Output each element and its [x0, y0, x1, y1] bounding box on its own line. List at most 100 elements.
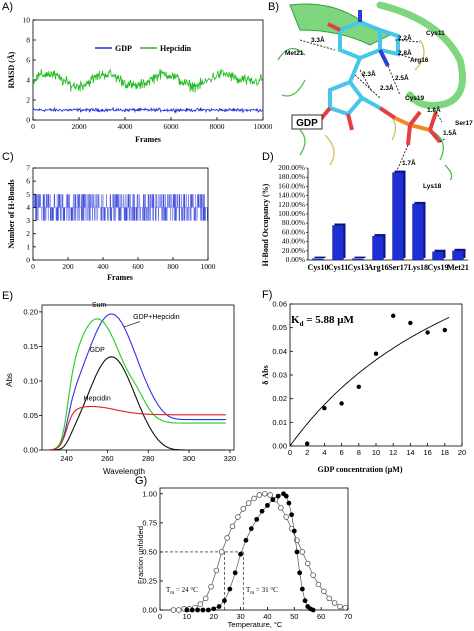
y-tick-label: 200.00% [278, 163, 305, 172]
x-tick-label: 320 [224, 454, 237, 463]
y-tick-label: 60.00% [282, 227, 305, 236]
bar-met21 [452, 250, 464, 261]
y-tick-label: 80.00% [282, 218, 305, 227]
svg-text:2.3Å: 2.3Å [380, 83, 394, 92]
gdp-label: GDP [296, 118, 318, 129]
x-tick-label: 0 [288, 448, 292, 457]
x-tick-label: 4 [322, 448, 326, 457]
open-point [278, 504, 284, 511]
filled-point [216, 604, 222, 609]
series-line [50, 318, 226, 451]
open-point [321, 588, 327, 595]
svg-text:1.5Å: 1.5Å [443, 128, 457, 137]
y-tick-label: 6 [26, 177, 30, 186]
y-tick-label: 1.00 [142, 489, 157, 498]
x-tick-label: 1000 [201, 262, 216, 271]
svg-text:Ser17: Ser17 [455, 120, 473, 127]
y-tick-label: 0.00 [142, 606, 157, 615]
bar-cys10 [312, 258, 324, 261]
distance-labels: 3.3Å 2.2Å 2.8Å 2.5Å 2.3Å 2.3Å 1.8Å 1.5Å … [311, 33, 457, 167]
y-tick-label: 0.05 [272, 323, 287, 332]
legend-label-gdp: GDP [115, 44, 132, 53]
panel-a: A) 0 2000 4000 6000 8000 10000 0 2 4 6 8 10 GDP Hep… [2, 1, 273, 144]
residue-labels: Cys11 Arg16 Met21 Cys19 Ser17 Lys18 [285, 30, 473, 190]
open-point [315, 581, 322, 588]
data-point [373, 351, 379, 356]
panel-c-label: C) [2, 151, 14, 163]
x-tick-label: 8 [357, 448, 361, 457]
y-tick-label: 40.00% [282, 237, 305, 246]
x-tick-label: Cys19 [428, 263, 449, 272]
filled-point [200, 607, 206, 613]
y-tick-label: 0.20 [23, 307, 38, 316]
series-line-hepcidin [32, 68, 264, 93]
data-point [322, 405, 327, 411]
x-tick-label: 6 [340, 448, 344, 457]
svg-text:1.8Å: 1.8Å [427, 105, 441, 114]
data-point [391, 313, 396, 319]
filled-point [283, 493, 289, 499]
panel-g-tm2: Tm = 31 °C [246, 586, 278, 596]
bar-cys19 [432, 251, 444, 261]
filled-point [248, 526, 254, 532]
y-tick-label: 0.06 [272, 300, 287, 309]
open-point [240, 506, 247, 512]
open-point [229, 523, 236, 530]
x-tick-label: Arg16 [367, 263, 388, 272]
x-tick-label: 50 [290, 612, 298, 621]
panel-f-xlabel: GDP concentration (μM) [318, 465, 403, 474]
filled-point [265, 503, 270, 508]
x-tick-label: 20 [458, 448, 466, 457]
y-tick-label: 4 [26, 76, 30, 85]
x-tick-label: 10 [183, 612, 191, 621]
x-tick-label: 18 [441, 448, 449, 457]
x-tick-label: 10000 [254, 122, 273, 131]
open-point [208, 583, 214, 590]
y-tick-label: 180.00% [278, 172, 305, 181]
series-label: GDP+Hepcidin [133, 314, 180, 321]
bar-cys11 [332, 225, 344, 261]
svg-text:2.5Å: 2.5Å [395, 73, 409, 82]
y-tick-label: 0.00 [272, 442, 287, 451]
leader-line [123, 321, 141, 328]
x-tick-label: 14 [406, 448, 414, 457]
y-tick-label: 100.00% [278, 209, 305, 218]
x-tick-label: 60 [317, 612, 325, 621]
panel-f-kd: Kd = 5.88 μM [291, 314, 354, 328]
y-tick-label: 4 [26, 203, 30, 212]
y-tick-label: 0.00 [23, 446, 38, 455]
open-point [299, 549, 306, 555]
svg-text:Lys18: Lys18 [423, 183, 442, 190]
panel-e-xlabel: Wavelength [103, 467, 145, 476]
y-tick-label: 0.15 [23, 342, 38, 351]
x-tick-label: 20 [210, 612, 218, 621]
filled-point [184, 607, 190, 613]
frame [159, 487, 349, 611]
gdp-molecule [318, 10, 442, 146]
open-point [337, 603, 343, 610]
y-tick-label: 1 [26, 242, 30, 251]
svg-text:Cys19: Cys19 [405, 95, 425, 102]
x-tick-label: 30 [236, 612, 244, 621]
panel-b-label: B) [268, 1, 279, 13]
bar-cys13 [352, 258, 364, 261]
filled-point [302, 598, 308, 604]
panel-g-xlabel: Temperature, °C [228, 620, 283, 629]
frame [41, 304, 235, 451]
bar-ser17 [392, 172, 404, 261]
open-point [304, 560, 311, 567]
series-label: Sum [92, 302, 107, 309]
panel-f: F) 0 2 4 6 8 10 12 14 16 18 20 0.00 0.01 0.02 0.03 0.04… [261, 289, 466, 474]
open-point [310, 572, 316, 578]
open-point [176, 607, 182, 613]
x-tick-label: 10 [372, 448, 380, 457]
x-tick-label: 70 [344, 612, 352, 621]
fit-curve [289, 316, 450, 447]
panel-g-label: G) [135, 475, 147, 487]
filled-point [195, 607, 201, 613]
y-tick-label: 0 [26, 256, 30, 265]
open-point [267, 492, 273, 498]
x-tick-label: 300 [183, 454, 196, 463]
panel-e-plot: 240 260 280 300 320 0.00 0.05 0.10 0.15 0.20 Sum GD… [23, 302, 236, 463]
filled-point [222, 598, 227, 604]
